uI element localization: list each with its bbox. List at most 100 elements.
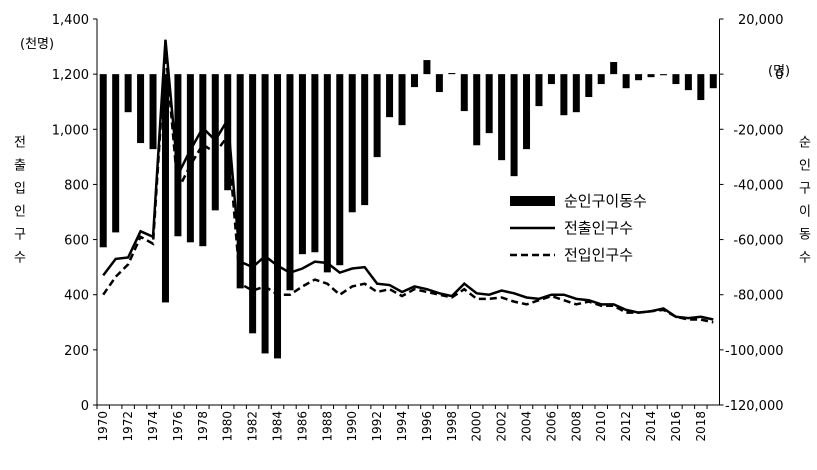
x-tick-label: 1986 (295, 411, 309, 442)
y2-tick-label: -40,000 (733, 178, 783, 193)
bar (410, 74, 418, 88)
bar (361, 74, 369, 206)
bar (448, 73, 456, 75)
y-tick-label: 1,400 (52, 13, 89, 28)
bar (373, 74, 381, 158)
x-tick-label: 2002 (495, 411, 509, 442)
bar (709, 74, 717, 89)
bar (423, 60, 431, 75)
y-tick-label: 200 (64, 344, 89, 359)
x-tick-label: 2008 (569, 411, 583, 442)
x-tick-label: 1980 (221, 411, 235, 442)
y2-tick-label: 20,000 (738, 13, 784, 28)
x-tick-label: 2000 (470, 411, 484, 442)
bar (547, 74, 555, 85)
x-tick-label: 1994 (395, 411, 409, 442)
bar (348, 74, 356, 213)
bar (336, 74, 344, 266)
bar (684, 74, 692, 91)
y2-tick-label: -120,000 (725, 399, 783, 414)
bar (523, 74, 531, 150)
y2-axis-unit: (명) (768, 64, 790, 79)
y-tick-label: 600 (64, 234, 89, 249)
y-tick-label: 0 (81, 399, 89, 414)
bar (610, 62, 618, 75)
bar (311, 74, 319, 253)
x-tick-label: 1998 (445, 411, 459, 442)
bar (473, 74, 481, 146)
bar (174, 74, 182, 237)
x-tick-label: 1972 (121, 411, 135, 442)
bar (236, 74, 244, 289)
y-tick-label: 1,200 (52, 68, 89, 83)
x-tick-label: 1996 (420, 411, 434, 442)
bar (560, 74, 568, 116)
bar (659, 74, 667, 76)
x-tick-label: 2010 (594, 411, 608, 442)
y2-tick-label: -100,000 (725, 344, 783, 359)
y-tick-label: 1,000 (52, 123, 89, 138)
bar (485, 74, 493, 134)
y-tick-label: 400 (64, 289, 89, 304)
x-tick-label: 1990 (345, 411, 359, 442)
bar (460, 74, 468, 112)
bar (199, 74, 207, 247)
x-tick-label: 1992 (370, 411, 384, 442)
legend-label: 전출인구수 (564, 219, 633, 237)
bar (112, 74, 120, 233)
x-tick-label: 2006 (544, 411, 558, 442)
bar (149, 74, 157, 150)
bar (186, 74, 194, 243)
bar (697, 74, 705, 101)
legend-swatch (510, 196, 555, 206)
bar (99, 74, 107, 248)
bar (137, 74, 145, 144)
bar (572, 74, 580, 113)
y2-tick-label: 0 (775, 68, 783, 83)
bar (435, 74, 443, 93)
y2-tick-label: -20,000 (733, 123, 783, 138)
y-axis-unit: (천명) (20, 37, 54, 52)
x-tick-label: 1976 (171, 411, 185, 442)
x-tick-label: 2012 (619, 411, 633, 442)
bar (298, 74, 306, 255)
y-tick-label: 800 (64, 178, 89, 193)
bar (498, 74, 506, 161)
bar (286, 74, 294, 291)
bar (597, 74, 605, 85)
x-tick-label: 2016 (669, 411, 683, 442)
y-axis-title: 전출입인구수 (11, 135, 26, 273)
bar (211, 74, 219, 211)
bar (274, 74, 282, 359)
y2-tick-label: -60,000 (733, 234, 783, 249)
bar (386, 74, 394, 118)
x-tick-label: 1974 (146, 411, 160, 442)
bar (635, 74, 643, 81)
bar (585, 74, 593, 98)
y2-axis-title: 순인구이동수 (796, 135, 811, 273)
x-tick-label: 2004 (520, 411, 534, 442)
bar (323, 74, 331, 273)
y2-tick-label: -80,000 (733, 289, 783, 304)
legend-label: 전입인구수 (564, 246, 633, 264)
x-tick-label: 1988 (320, 411, 334, 442)
bar (398, 74, 406, 126)
x-tick-label: 1982 (246, 411, 260, 442)
bar (261, 74, 269, 354)
bar (161, 74, 169, 303)
x-tick-label: 1984 (271, 411, 285, 442)
line (102, 49, 714, 324)
x-tick-label: 2014 (644, 411, 658, 442)
x-tick-label: 2018 (694, 411, 708, 442)
bar (672, 74, 680, 85)
bar (249, 74, 257, 334)
x-tick-label: 1970 (96, 411, 110, 442)
line (102, 39, 714, 321)
x-tick-label: 1978 (196, 411, 210, 442)
bar (124, 74, 132, 113)
bar (535, 74, 543, 107)
legend-label: 순인구이동수 (564, 192, 647, 210)
bar (510, 74, 518, 177)
bar (647, 74, 655, 78)
